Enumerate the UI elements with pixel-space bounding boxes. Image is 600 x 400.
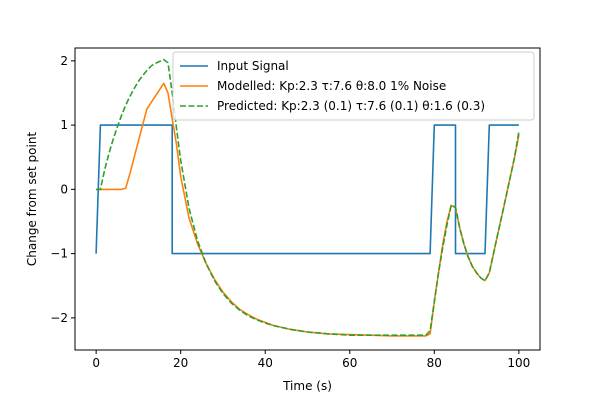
y-tick-label: −1 xyxy=(50,247,68,261)
y-tick-label: 0 xyxy=(60,182,68,196)
legend-label-2: Modelled: Kp:2.3 τ:7.6 θ:8.0 1% Noise xyxy=(217,79,446,93)
legend-label-3: Predicted: Kp:2.3 (0.1) τ:7.6 (0.1) θ:1.… xyxy=(217,99,485,113)
y-tick-label: 1 xyxy=(60,118,68,132)
ticks-layer: 0 20 40 60 80 100 −2 −1 0 1 2 xyxy=(50,54,530,370)
series-line-3-predicted-kp-2-3-0-1-7-6 xyxy=(96,58,520,337)
legend: Input Signal Modelled: Kp:2.3 τ:7.6 θ:8.0… xyxy=(172,51,535,121)
x-axis-label: Time (s) xyxy=(282,379,332,393)
x-tick-label: 80 xyxy=(427,356,442,370)
x-tick-label: 100 xyxy=(507,356,530,370)
x-tick-label: 20 xyxy=(173,356,188,370)
y-tick-label: 2 xyxy=(60,54,68,68)
y-tick-label: −2 xyxy=(50,311,68,325)
series-layer xyxy=(95,58,520,337)
legend-box xyxy=(172,51,535,121)
series-line-1-input-signal xyxy=(95,124,519,255)
x-tick-label: 0 xyxy=(92,356,100,370)
x-tick-label: 60 xyxy=(342,356,357,370)
y-axis-label: Change from set point xyxy=(25,132,39,267)
plot-frame xyxy=(74,47,541,351)
legend-label-1: Input Signal xyxy=(217,59,289,73)
x-tick-label: 40 xyxy=(258,356,273,370)
